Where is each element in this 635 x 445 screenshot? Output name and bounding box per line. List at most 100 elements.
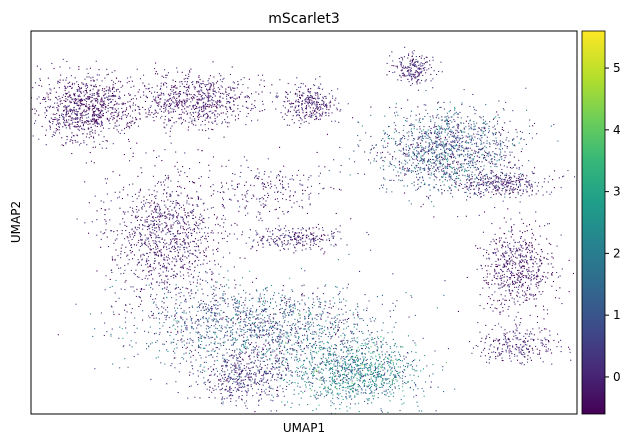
data-point — [308, 315, 310, 317]
data-point — [133, 85, 135, 87]
data-point — [352, 117, 354, 119]
data-point — [422, 155, 424, 157]
data-point — [180, 216, 182, 218]
data-point — [44, 112, 46, 114]
data-point — [155, 227, 157, 229]
data-point — [55, 128, 57, 130]
data-point — [470, 141, 472, 143]
data-point — [146, 199, 148, 201]
data-point — [230, 97, 232, 99]
data-point — [59, 116, 61, 118]
data-point — [113, 104, 115, 106]
data-point — [59, 79, 61, 81]
data-point — [500, 151, 502, 153]
data-point — [173, 122, 175, 124]
data-point — [418, 119, 420, 121]
data-point — [184, 99, 186, 101]
data-point — [235, 310, 237, 312]
data-point — [144, 85, 146, 87]
data-point — [169, 205, 171, 207]
data-point — [448, 143, 450, 145]
data-point — [221, 232, 223, 234]
data-point — [92, 114, 94, 116]
data-point — [327, 327, 329, 329]
data-point — [493, 143, 495, 145]
data-point — [301, 100, 303, 102]
data-point — [156, 157, 158, 159]
data-point — [76, 118, 78, 120]
data-point — [58, 119, 60, 121]
data-point — [147, 226, 149, 228]
data-point — [447, 115, 449, 117]
data-point — [453, 166, 455, 168]
data-point — [404, 135, 406, 137]
data-point — [116, 120, 118, 122]
data-point — [206, 96, 208, 98]
data-point — [225, 91, 227, 93]
data-point — [314, 317, 316, 319]
data-point — [283, 118, 285, 120]
data-point — [503, 129, 505, 131]
data-point — [321, 88, 323, 90]
data-point — [297, 338, 299, 340]
data-point — [197, 245, 199, 247]
data-point — [376, 152, 378, 154]
data-point — [326, 103, 328, 105]
data-point — [157, 234, 159, 236]
data-point — [206, 97, 208, 99]
data-point — [382, 138, 384, 140]
data-point — [130, 244, 132, 246]
data-point — [461, 165, 463, 167]
data-point — [421, 149, 423, 151]
data-point — [196, 107, 198, 109]
data-point — [212, 61, 214, 63]
data-point — [148, 271, 150, 273]
data-point — [380, 152, 382, 154]
data-point — [183, 101, 185, 103]
data-point — [442, 141, 444, 143]
data-point — [422, 179, 424, 181]
data-point — [222, 226, 224, 228]
data-point — [194, 108, 196, 110]
data-point — [84, 129, 86, 131]
data-point — [38, 114, 40, 116]
data-point — [155, 73, 157, 75]
data-point — [448, 186, 450, 188]
data-point — [80, 102, 82, 104]
data-point — [209, 117, 211, 119]
data-point — [411, 134, 413, 136]
data-point — [214, 104, 216, 106]
data-point — [148, 108, 150, 110]
data-point — [158, 250, 160, 252]
data-point — [186, 236, 188, 238]
data-point — [488, 125, 490, 127]
data-point — [512, 139, 514, 141]
data-point — [387, 142, 389, 144]
data-point — [175, 202, 177, 204]
data-point — [276, 92, 278, 94]
data-point — [505, 139, 507, 141]
data-point — [448, 176, 450, 178]
data-point — [116, 264, 118, 266]
data-point — [327, 328, 329, 330]
data-point — [49, 128, 51, 130]
data-point — [242, 231, 244, 233]
data-point — [475, 177, 477, 179]
data-point — [160, 106, 162, 108]
data-point — [128, 240, 130, 242]
data-point — [167, 254, 169, 256]
data-point — [171, 85, 173, 87]
data-point — [100, 106, 102, 108]
data-point — [84, 181, 86, 183]
data-point — [69, 67, 71, 69]
data-point — [138, 195, 140, 197]
data-point — [406, 117, 408, 119]
data-point — [176, 249, 178, 251]
data-point — [208, 176, 210, 178]
data-point — [236, 348, 238, 350]
data-point — [145, 284, 147, 286]
data-point — [213, 83, 215, 85]
data-point — [492, 134, 494, 136]
data-point — [456, 161, 458, 163]
data-point — [455, 144, 457, 146]
